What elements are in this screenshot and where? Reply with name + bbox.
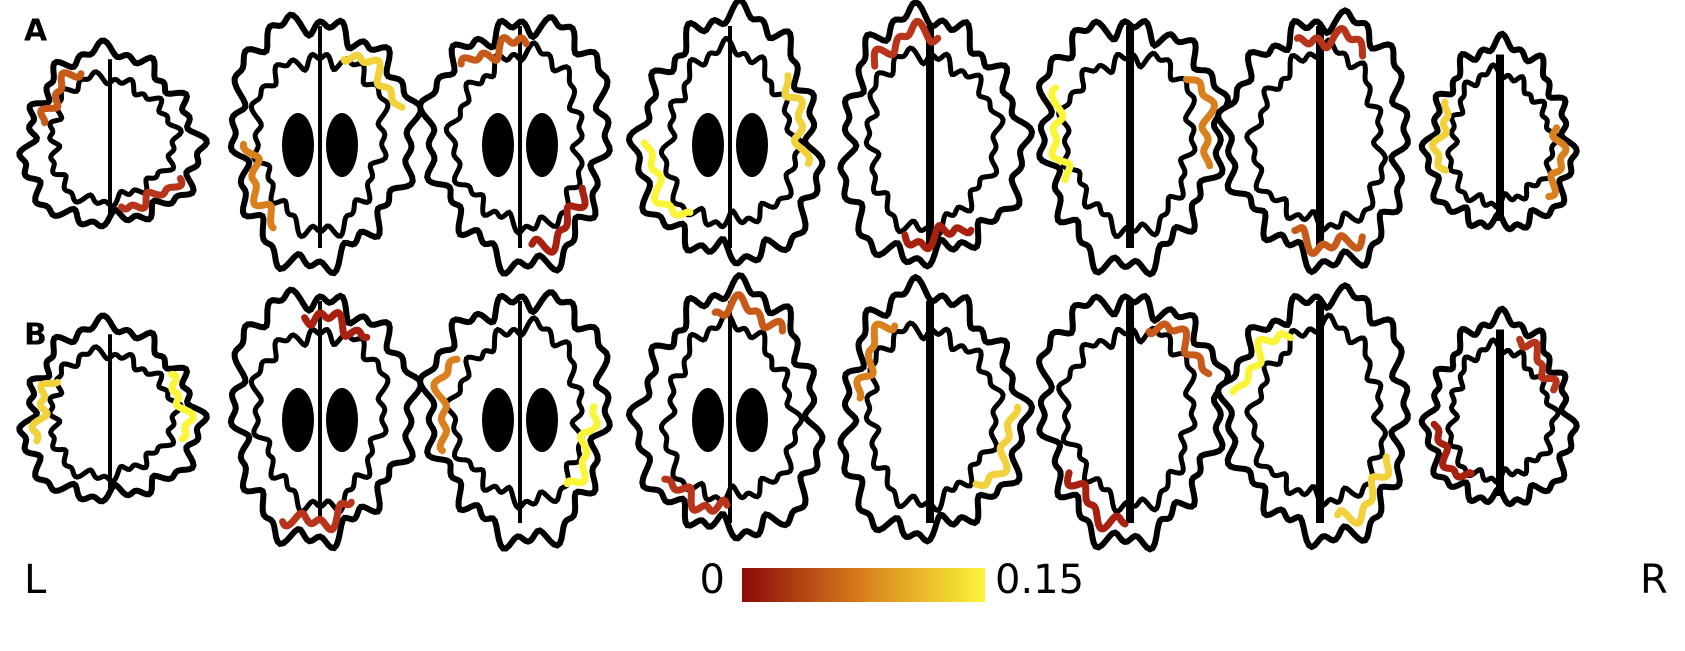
side-label: L [24, 557, 47, 603]
panel-label: A [24, 14, 48, 49]
ventricle [692, 113, 724, 177]
ventricle [526, 113, 558, 177]
ventricle [326, 388, 358, 452]
ventricle [736, 388, 768, 452]
colorbar-min: 0 [700, 557, 725, 603]
ventricle [526, 388, 558, 452]
ventricle [326, 113, 358, 177]
figure: A B L R 0 0.15 [0, 0, 1685, 647]
ventricle [482, 113, 514, 177]
ventricle [692, 388, 724, 452]
colorbar [742, 568, 985, 602]
ventricle [736, 113, 768, 177]
brain-slices [19, 0, 1576, 549]
ventricle [282, 113, 314, 177]
colorbar-max: 0.15 [995, 557, 1084, 603]
panel-label: B [24, 318, 47, 353]
side-label: R [1640, 557, 1668, 603]
page: A B L R 0 0.15 (() => { const data = JSO… [0, 0, 1685, 647]
ventricle [482, 388, 514, 452]
ventricle [282, 388, 314, 452]
